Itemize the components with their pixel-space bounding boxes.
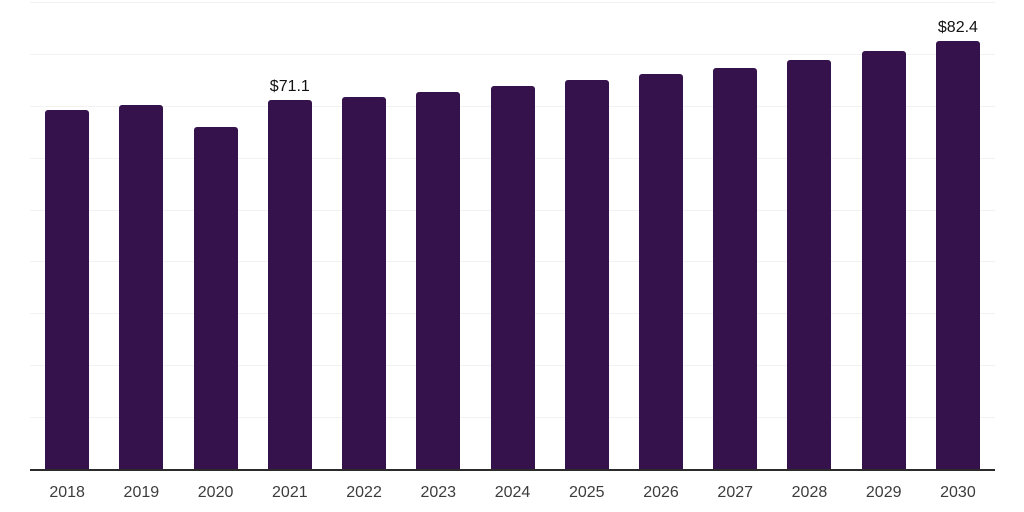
- x-tick-label-2024: 2024: [494, 484, 531, 501]
- bar-value-label-2030: $82.4: [937, 19, 978, 37]
- category-slot-2029: [847, 51, 921, 469]
- x-tick-label-2030: 2030: [940, 484, 976, 501]
- bar-2026[interactable]: [638, 74, 683, 469]
- x-tick-label-2019: 2019: [123, 484, 160, 501]
- x-axis-line: [30, 469, 995, 471]
- bar-2024[interactable]: [490, 86, 535, 469]
- bar-2030[interactable]: $82.4: [935, 20, 980, 469]
- category-slot-2028: [772, 60, 846, 469]
- x-tick-label-2027: 2027: [717, 484, 754, 501]
- x-tick-label-2020: 2020: [197, 484, 234, 501]
- category-slot-2021: $71.1: [253, 79, 327, 469]
- category-slot-2024: [475, 86, 549, 469]
- category-slot-2027: [698, 67, 772, 469]
- x-tick-label-2018: 2018: [49, 484, 85, 501]
- x-tick-label-2025: 2025: [568, 484, 605, 501]
- category-slot-2030: $82.4: [921, 20, 995, 469]
- bar-series: $71.1 $82.4: [30, 2, 995, 469]
- x-tick-label-2029: 2029: [865, 484, 902, 501]
- bar-value-label-2021: $71.1: [269, 78, 310, 96]
- plot-area: $71.1 $82.4: [30, 2, 995, 471]
- gridline-90: [30, 2, 995, 3]
- bar-2028[interactable]: [787, 60, 832, 469]
- bar-2020[interactable]: [193, 127, 238, 469]
- category-slot-2025: [550, 80, 624, 469]
- bar-2022[interactable]: [342, 97, 387, 469]
- category-slot-2026: [624, 74, 698, 469]
- category-slot-2018: [30, 109, 104, 469]
- x-tick-label-2022: 2022: [346, 484, 382, 501]
- category-slot-2019: [104, 105, 178, 469]
- bar-2027[interactable]: [713, 67, 758, 469]
- category-slot-2022: [327, 97, 401, 469]
- x-tick-label-2023: 2023: [420, 484, 457, 501]
- bar-2018[interactable]: [45, 109, 90, 469]
- bar-2021[interactable]: $71.1: [267, 79, 312, 469]
- x-tick-label-2021: 2021: [272, 484, 308, 501]
- x-tick-label-2028: 2028: [791, 484, 828, 501]
- gridline-80: [30, 54, 995, 55]
- bar-2029[interactable]: [861, 51, 906, 469]
- category-slot-2023: [401, 92, 475, 469]
- bar-2025[interactable]: [564, 80, 609, 469]
- bar-2023[interactable]: [416, 92, 461, 469]
- x-tick-label-2026: 2026: [643, 484, 679, 501]
- bar-2019[interactable]: [119, 105, 164, 469]
- x-axis-tick-labels: 2018 2019 2020 2021 2022 2023 2024 2025 2026 2027…: [30, 483, 995, 502]
- category-slot-2020: [178, 127, 252, 469]
